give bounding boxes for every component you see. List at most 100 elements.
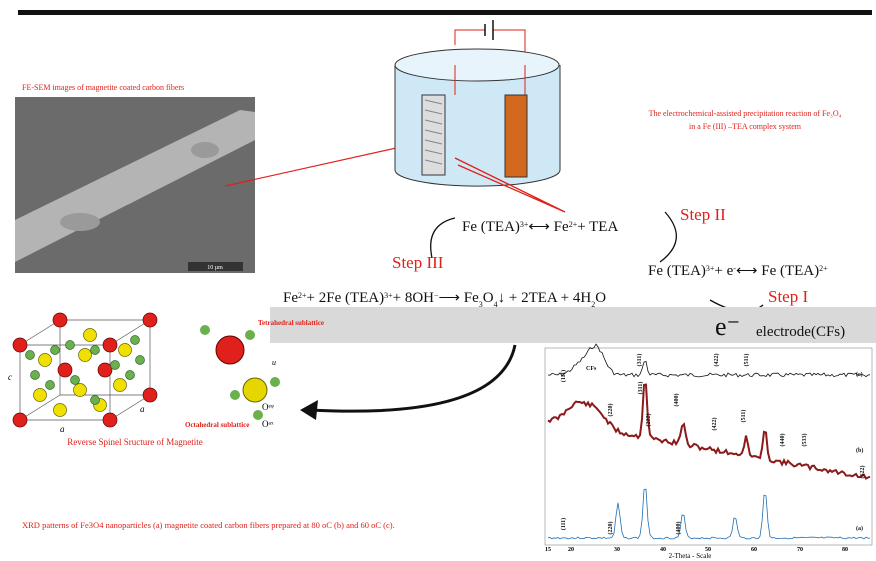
x-tick-label: 60 xyxy=(751,547,757,553)
atom xyxy=(114,379,127,392)
equation-part: Fe xyxy=(283,290,298,306)
electrode-label: electrode(CFs) xyxy=(756,324,845,340)
oxygen xyxy=(245,330,255,340)
equation-part: + TEA xyxy=(577,219,618,235)
peak-label: (511) xyxy=(743,354,750,367)
axis-label: c xyxy=(8,372,12,382)
atom xyxy=(91,396,100,405)
peak-label: (311) xyxy=(636,354,643,367)
atom xyxy=(131,336,140,345)
peak-label: (440) xyxy=(779,434,786,447)
equation-part: + 2Fe (TEA) xyxy=(307,290,385,306)
atom xyxy=(143,313,157,327)
x-tick-label: 20 xyxy=(568,547,574,553)
cell-caption: The electrochemical-assisted precipitati… xyxy=(649,109,842,118)
atom xyxy=(53,313,67,327)
atom xyxy=(91,346,100,355)
equation-part: O xyxy=(595,290,606,306)
curve-label: (c) xyxy=(856,371,863,378)
equation: Fe (TEA)3++ e-⟷ Fe (TEA)2+ xyxy=(648,263,828,279)
equation-part: Fe (TEA) xyxy=(648,263,706,279)
sem-caption: FE-SEM images of magnetite coated carbon… xyxy=(22,83,184,92)
oxygen xyxy=(230,390,240,400)
atom xyxy=(31,371,40,380)
atom xyxy=(84,329,97,342)
x-tick-label: 50 xyxy=(705,547,711,553)
equation-part: + 8OH xyxy=(393,290,435,306)
peak-label: (111) xyxy=(560,370,567,382)
atom xyxy=(126,371,135,380)
x-tick-label: 70 xyxy=(797,547,803,553)
atom xyxy=(74,384,87,397)
atom xyxy=(34,389,47,402)
atom xyxy=(111,361,120,370)
particle xyxy=(191,142,219,158)
equation-part: ⟷ Fe (TEA) xyxy=(736,263,819,279)
peak-label: (400) xyxy=(675,522,682,535)
superscript: 2+ xyxy=(819,264,828,273)
curve-label: (a) xyxy=(856,525,863,532)
electron: e⁻ xyxy=(715,312,740,341)
step-label: Step III xyxy=(392,253,444,272)
octahedral-atom xyxy=(243,378,267,402)
curve-label: (b) xyxy=(856,447,863,454)
atom xyxy=(13,413,27,427)
particle xyxy=(60,213,100,231)
oxygen xyxy=(270,377,280,387)
cfs-label: CFs xyxy=(586,366,597,372)
oeq-label: Oᵉᵠ xyxy=(262,402,274,412)
top-rule xyxy=(18,10,872,15)
x-axis-label: 2-Theta - Scale xyxy=(669,552,712,560)
peak-label: (511) xyxy=(740,410,747,423)
axis-label: a xyxy=(60,424,65,434)
oxygen xyxy=(200,325,210,335)
atom xyxy=(26,351,35,360)
cycle-arrow xyxy=(660,212,676,262)
atom xyxy=(98,363,112,377)
equation-part: + e xyxy=(714,263,733,279)
x-tick-label: 40 xyxy=(660,547,666,553)
atom xyxy=(46,381,55,390)
equation-part: Fe (TEA) xyxy=(462,219,520,235)
equation-part: ⟶ Fe xyxy=(439,290,480,306)
u-label: u xyxy=(272,358,276,367)
crystal-structure xyxy=(13,313,157,427)
peak-label: (220) xyxy=(607,404,614,417)
equation-part: O xyxy=(483,290,494,306)
x-tick-label: 15 xyxy=(545,547,551,553)
atom xyxy=(103,413,117,427)
beaker-top xyxy=(395,49,559,81)
atom xyxy=(136,356,145,365)
crystal-caption: Reverse Spinel Sructure of Magnetite xyxy=(67,437,202,447)
tetrahedral-label: Tetrahedral sublattice xyxy=(258,319,324,327)
step-label: Step I xyxy=(768,287,808,306)
atom xyxy=(71,376,80,385)
atom xyxy=(39,354,52,367)
atom xyxy=(51,346,60,355)
atom xyxy=(103,338,117,352)
xrd-caption: XRD patterns of Fe3O4 nanoparticles (a) … xyxy=(22,520,395,530)
equation: Fe2++ 2Fe (TEA)3++ 8OH−⟶ Fe3O4↓ + 2TEA +… xyxy=(283,290,606,309)
cell-caption: in a Fe (III) –TEA complex system xyxy=(689,122,802,131)
electrode-counter xyxy=(505,95,527,177)
peak-label: (111) xyxy=(560,518,567,530)
atom xyxy=(143,388,157,402)
peak-label: (622) xyxy=(859,466,866,479)
scale-bar: 10 µm xyxy=(207,265,223,271)
x-tick-label: 30 xyxy=(614,547,620,553)
octahedral-label: Octahedral sublattice xyxy=(185,421,249,429)
step-label: Step II xyxy=(680,205,726,224)
cycle-arrow xyxy=(431,218,455,258)
arrowhead xyxy=(300,400,318,420)
x-tick-label: 80 xyxy=(842,547,848,553)
oax-label: Oᵃˣ xyxy=(262,419,274,429)
xrd-frame xyxy=(545,348,872,545)
beaker xyxy=(395,65,560,186)
equation-part: ↓ + 2TEA + 4H xyxy=(498,290,592,306)
peak-label: (222) xyxy=(645,414,652,427)
atom xyxy=(58,363,72,377)
peak-label: (533) xyxy=(801,434,808,447)
big-arrow xyxy=(310,345,515,411)
atom xyxy=(54,404,67,417)
equation: Fe (TEA)3+⟷ Fe2++ TEA xyxy=(462,219,618,235)
